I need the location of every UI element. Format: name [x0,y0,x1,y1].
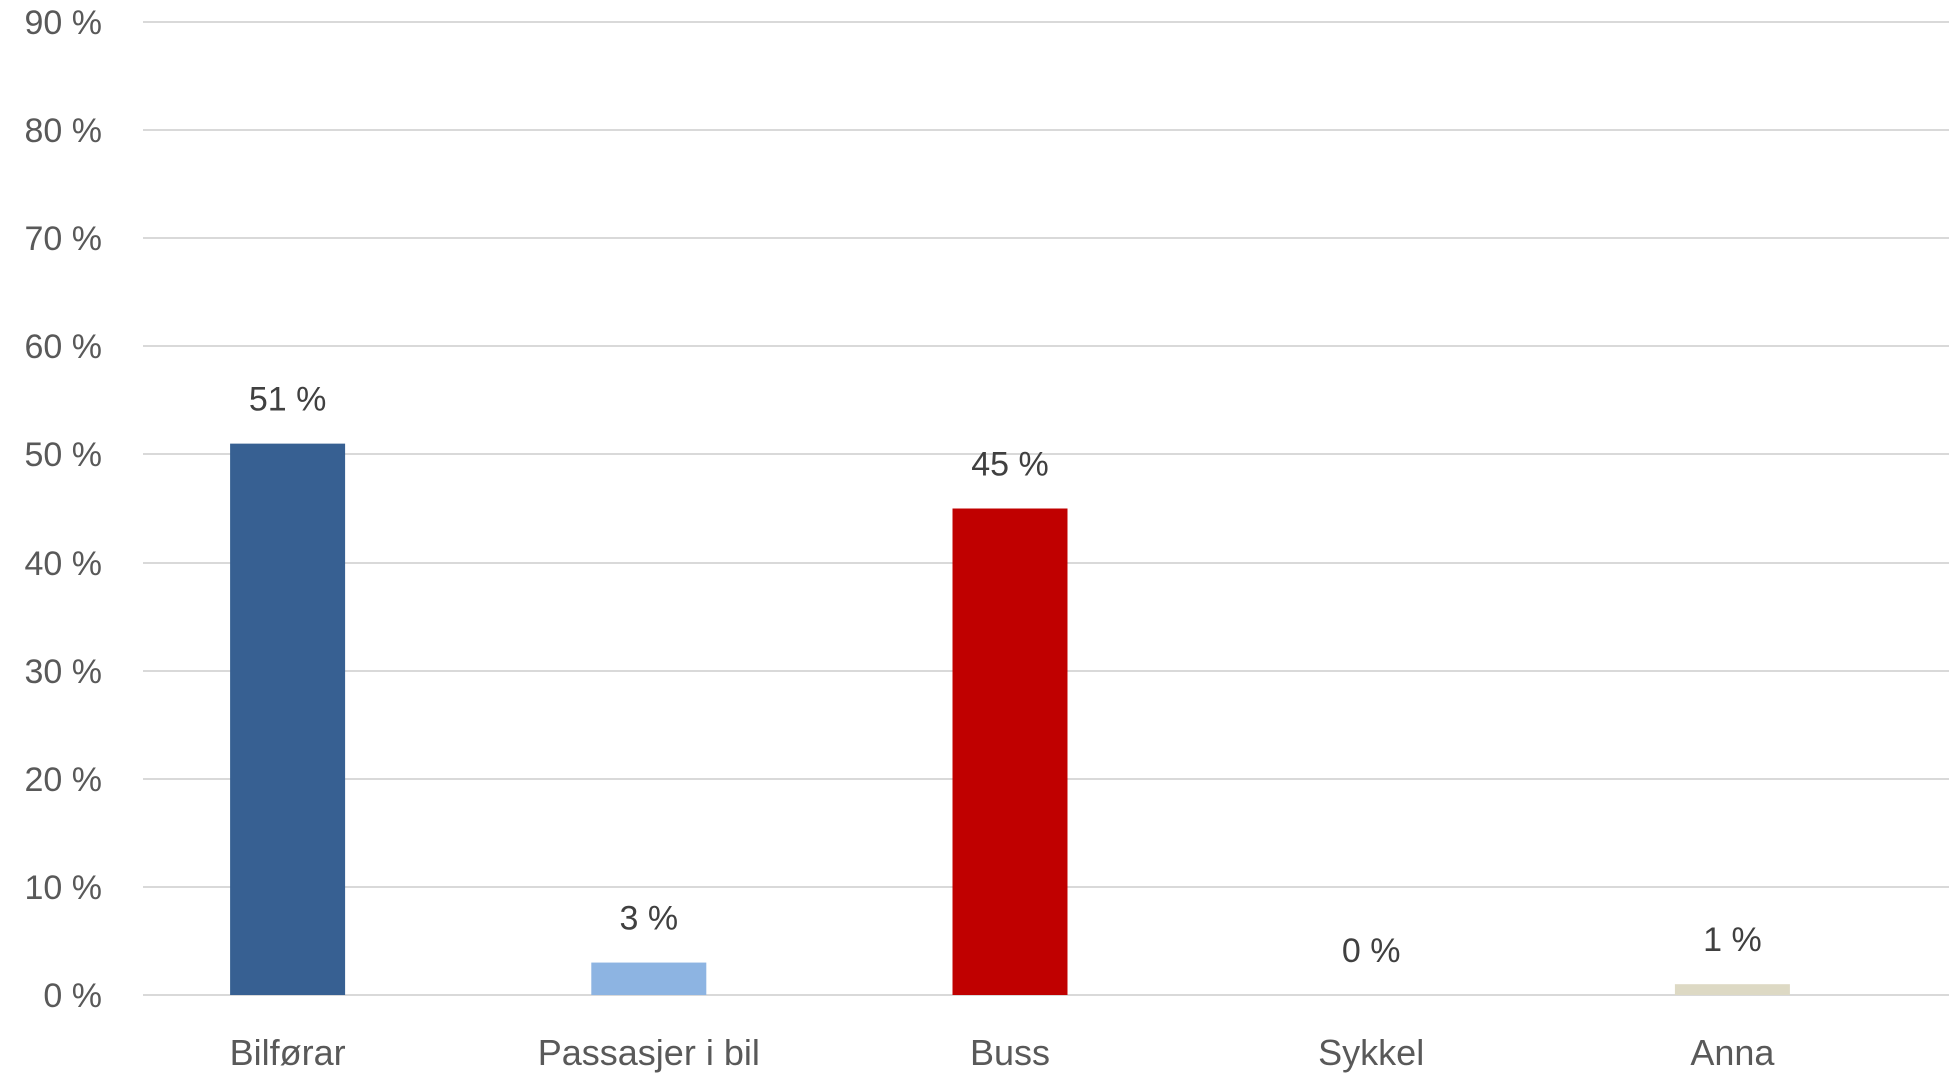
y-tick-label: 10 % [25,869,103,907]
data-label: 51 % [249,381,327,419]
x-category-label: Buss [970,1032,1050,1073]
x-category-label: Bilførar [230,1032,346,1073]
x-axis-category-labels: Bilførar Passasjer i bil Buss Sykkel Anna [230,1032,1776,1073]
bars [230,443,1790,996]
x-category-label: Anna [1690,1032,1775,1073]
y-tick-label: 0 % [43,977,102,1015]
data-label: 45 % [971,446,1049,484]
y-tick-label: 90 % [25,4,103,42]
bar-buss [952,508,1068,995]
y-tick-label: 40 % [25,545,103,583]
data-labels: 51 % 3 % 45 % 0 % 1 % [249,381,1762,970]
bar-passasjer-i-bil [591,962,707,995]
data-label: 1 % [1703,921,1762,959]
y-axis-tick-labels: 0 % 10 % 20 % 30 % 40 % 50 % 60 % 70 % 80 % 90 % [25,4,103,1015]
x-category-label: Sykkel [1318,1032,1424,1073]
y-tick-label: 20 % [25,761,103,799]
y-tick-label: 70 % [25,220,103,258]
data-label: 0 % [1342,932,1401,970]
data-label: 3 % [620,900,679,938]
y-tick-label: 50 % [25,436,103,474]
bar-bilførar [230,443,346,996]
y-tick-label: 60 % [25,328,103,366]
y-tick-label: 80 % [25,112,103,150]
y-tick-label: 30 % [25,653,103,691]
bar-anna [1674,984,1790,995]
x-category-label: Passasjer i bil [538,1032,760,1073]
